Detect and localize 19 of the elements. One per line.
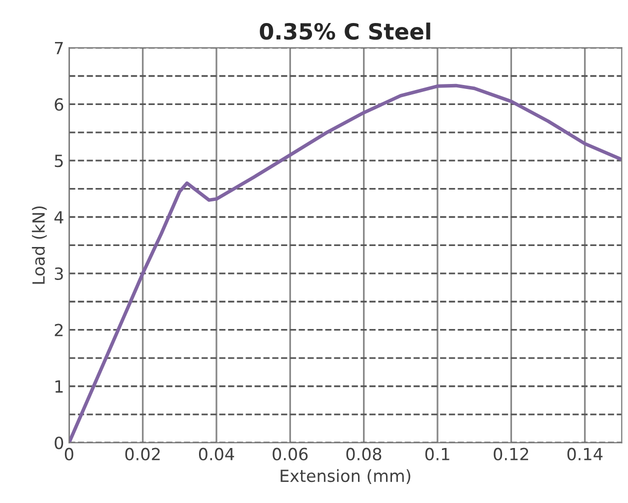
x-tick-label: 0.14: [567, 448, 602, 460]
y-tick-label: 2: [54, 324, 63, 336]
y-tick-label: 4: [54, 211, 64, 224]
x-tick-label: 0.1: [425, 448, 450, 460]
x-tick-label: 0.08: [346, 448, 382, 460]
x-tick-label: 0.02: [125, 448, 160, 460]
x-tick-label: 0.12: [494, 448, 528, 460]
x-tick-label: 0: [64, 448, 74, 460]
x-axis-title: Extension (mm): [280, 469, 410, 484]
x-tick-label: 0.04: [198, 448, 234, 460]
y-tick-label: 0: [54, 436, 64, 450]
y-tick-label: 5: [54, 154, 63, 168]
y-tick-label: 1: [55, 380, 63, 393]
y-tick-label: 6: [54, 98, 64, 111]
y-tick-label: 3: [54, 267, 63, 280]
y-tick-label: 7: [54, 42, 63, 54]
y-axis-title: Load (kN): [32, 206, 47, 284]
x-tick-label: 0.06: [272, 448, 308, 460]
chart-title: 0.35% C Steel: [260, 22, 430, 40]
